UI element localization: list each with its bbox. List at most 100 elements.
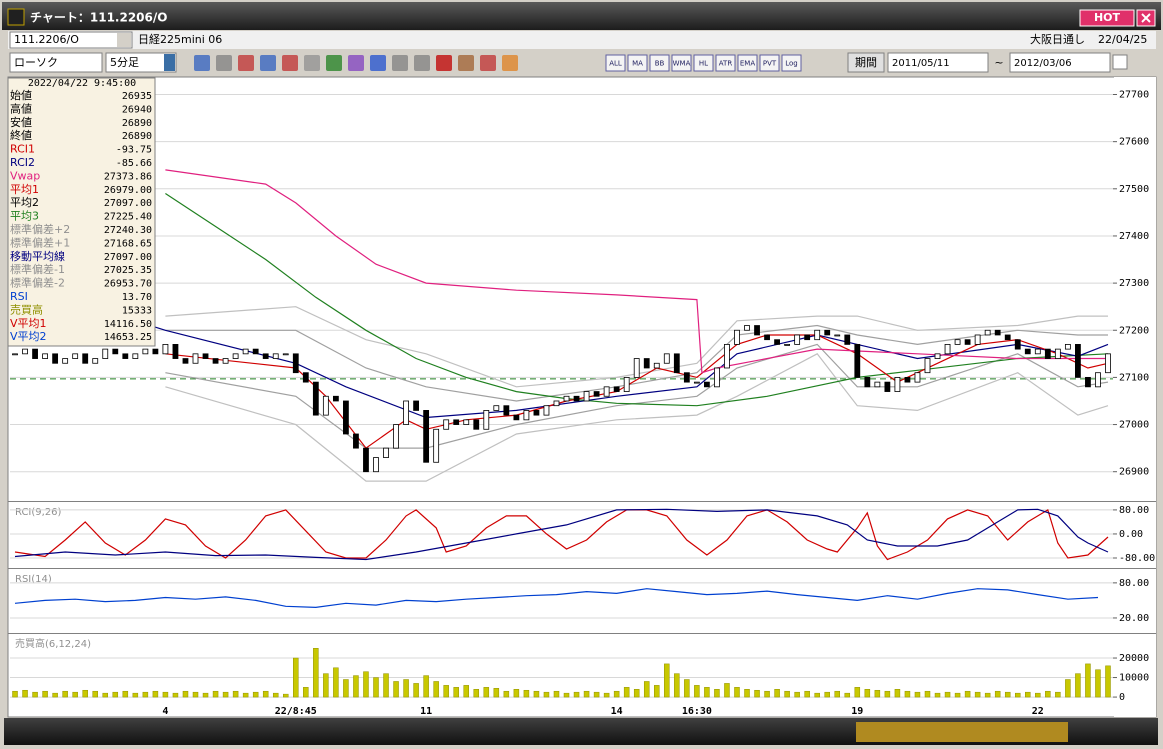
tool-button[interactable] [693, 54, 714, 72]
y-tick-label: 27700 [1119, 90, 1149, 101]
info-label: V平均1 [10, 317, 47, 330]
y-tick-label: 27200 [1119, 325, 1149, 336]
candle [954, 339, 961, 345]
to-field[interactable] [1009, 52, 1111, 73]
candle [784, 344, 791, 346]
tool-button[interactable] [715, 54, 736, 72]
info-value: 27097.00 [104, 198, 152, 209]
candle [32, 348, 38, 359]
app-icon [7, 8, 25, 26]
candle [433, 428, 440, 463]
bar [252, 691, 259, 698]
bar [222, 691, 229, 698]
bar [262, 690, 269, 698]
info-value: 27240.30 [104, 225, 152, 236]
candle [613, 386, 620, 392]
tool-icon [458, 55, 474, 71]
info-value: -85.66 [116, 158, 152, 169]
panel-label: RCI(9,26) [15, 507, 62, 518]
bar [1075, 673, 1081, 698]
hot-button[interactable] [1079, 9, 1135, 27]
candle [1024, 348, 1031, 355]
series-line [165, 169, 1108, 374]
series-line [165, 192, 1109, 407]
bar [473, 689, 480, 698]
tool-icon [414, 55, 430, 71]
tool-button[interactable] [627, 54, 648, 72]
candle [814, 329, 821, 341]
series-line [165, 324, 1108, 402]
type-combo[interactable] [9, 52, 103, 73]
info-label: RCI1 [10, 143, 35, 156]
bar [744, 689, 750, 698]
bar [934, 692, 941, 698]
candle [944, 344, 951, 355]
series-line [165, 306, 1108, 388]
info-label: RSI [10, 290, 28, 303]
bar [92, 690, 98, 698]
period-button[interactable] [847, 52, 885, 73]
series-line [165, 353, 1109, 482]
candle [503, 405, 510, 416]
bar [313, 648, 319, 698]
candle [12, 353, 18, 356]
info-value: 27168.65 [104, 238, 152, 249]
checkbox[interactable] [1112, 54, 1128, 70]
bar [533, 690, 540, 698]
tool-text: EMA [740, 60, 755, 68]
candle [172, 344, 179, 359]
combo-arrow[interactable] [117, 33, 131, 47]
combo-arrow[interactable] [164, 54, 175, 71]
candle [302, 372, 309, 383]
tool-button[interactable] [759, 54, 780, 72]
scroll-thumb[interactable] [856, 722, 1068, 742]
bar [112, 691, 119, 698]
y-tick-label: 0.00 [1119, 529, 1143, 540]
candle [242, 348, 249, 355]
chart-type: ローソク [14, 56, 58, 69]
candle [1085, 377, 1091, 388]
symbol-combo[interactable] [9, 31, 133, 49]
tool-button[interactable] [737, 54, 758, 72]
tool-button[interactable] [781, 54, 802, 72]
bar [814, 692, 820, 698]
tool-text: PVT [763, 60, 777, 68]
candle [553, 400, 560, 407]
candle [22, 348, 28, 355]
candle [914, 372, 921, 383]
tool-icon [348, 55, 364, 71]
candle [312, 381, 319, 416]
bar [523, 689, 530, 698]
bar [984, 692, 991, 698]
candle [864, 377, 871, 388]
info-timestamp: 2022/04/22 9:45:00 [28, 78, 136, 89]
bar [463, 685, 469, 698]
bar [1025, 691, 1031, 698]
candle [52, 353, 59, 364]
tool-button[interactable] [649, 54, 670, 72]
candle [82, 353, 89, 364]
candle [483, 410, 490, 430]
y-tick-label: 27000 [1119, 420, 1149, 431]
series-line [165, 334, 1109, 449]
candle [794, 334, 801, 345]
candle [423, 410, 430, 463]
bar [102, 692, 109, 698]
info-value: 26890 [122, 131, 152, 142]
y-tick-label: 27500 [1119, 184, 1149, 195]
bar [443, 685, 449, 698]
bar [914, 691, 921, 698]
hot-label[interactable]: HOT [1094, 11, 1121, 24]
candle [222, 358, 229, 364]
tool-button[interactable] [605, 54, 626, 72]
bar [694, 685, 700, 698]
interval-combo[interactable] [105, 52, 177, 73]
from-field[interactable] [887, 52, 989, 73]
candle [42, 353, 48, 359]
tool-icon [480, 55, 496, 71]
info-label: 標準偏差+2 [10, 222, 70, 236]
bar [343, 679, 349, 698]
tool-button[interactable] [671, 54, 692, 72]
candle [122, 353, 129, 359]
